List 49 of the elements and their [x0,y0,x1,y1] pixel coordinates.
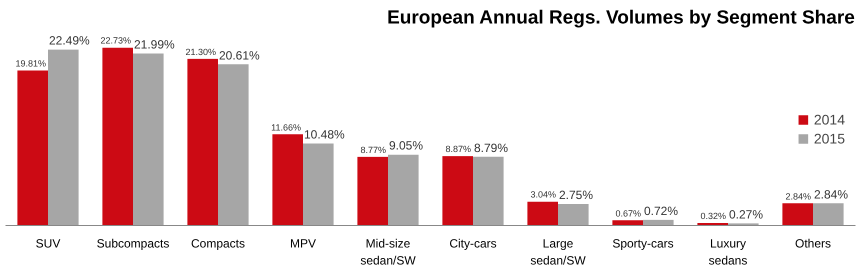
x-tick-label: Luxury sedans [708,236,748,268]
bar [218,64,249,226]
data-label: 22.73% [100,36,132,46]
legend-label: 2014 [814,112,845,128]
bar [558,204,589,226]
bar [102,48,133,226]
data-label: 8.87% [445,144,472,154]
x-tick-label: Others [794,236,832,250]
bar [187,58,218,226]
bar [813,203,844,226]
x-tick-label: Compacts [190,236,246,250]
x-tick-label: Subcompacts [96,236,170,250]
data-label: 2.84% [814,187,848,202]
bar [473,156,504,226]
data-label: 3.04% [530,190,556,200]
bar [442,156,473,226]
x-tick-label: SUV [36,236,60,250]
data-label: 0.32% [700,210,726,221]
bar [782,203,813,226]
bar [527,202,558,226]
data-label: 19.81% [15,58,46,69]
x-tick-label: Sporty-cars [612,236,674,250]
data-label: 22.49% [49,34,90,48]
data-label: 8.79% [474,140,508,155]
bar [17,70,48,226]
data-label: 0.72% [644,204,678,218]
bar [303,144,334,226]
bar [272,134,303,226]
data-label: 20.61% [219,48,260,62]
legend-label: 2015 [814,130,845,146]
data-label: 11.66% [271,122,302,132]
data-label: 10.48% [304,128,346,142]
data-label: 0.67% [615,208,642,218]
data-label: 9.05% [389,138,424,153]
data-label: 21.30% [185,46,216,57]
data-label: 2.75% [559,188,594,202]
bar [357,156,388,226]
x-tick-label: MPV [290,236,316,250]
bar [133,54,164,226]
bar [388,154,419,226]
x-tick-label: Mid-size sedan/SW [360,236,416,268]
x-tick-label: City-cars [449,236,497,250]
data-label: 2.84% [785,191,812,202]
data-label: 8.77% [360,144,386,155]
bar [48,50,79,226]
x-tick-label: Large sedan/SW [530,236,586,268]
data-label: 21.99% [134,38,176,52]
data-label: 0.27% [729,207,764,222]
chart-title: European Annual Regs. Volumes by Segment Share [387,8,855,28]
